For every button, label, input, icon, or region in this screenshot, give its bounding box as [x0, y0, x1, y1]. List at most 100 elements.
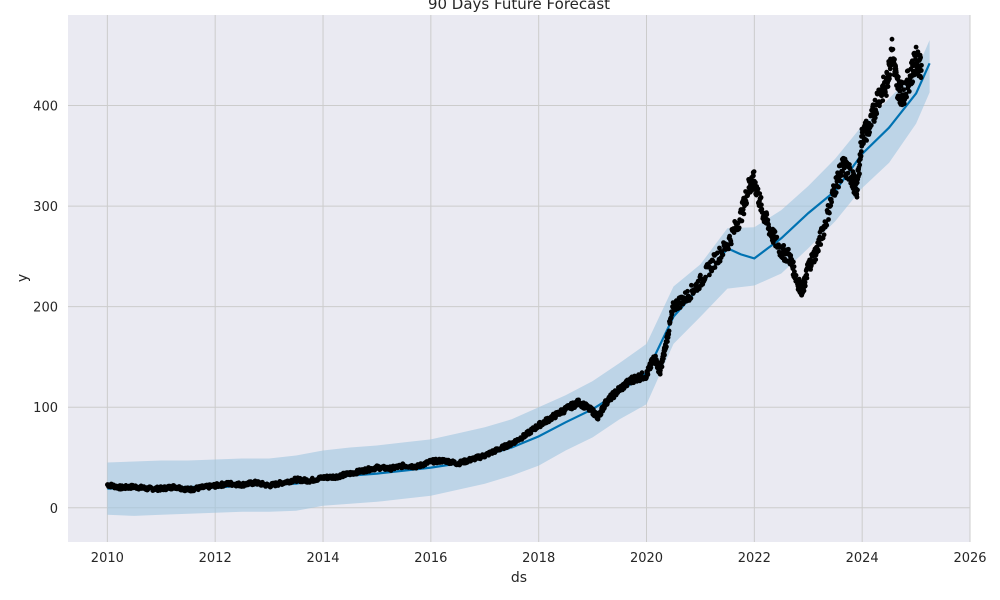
y-tick-label: 400 [33, 100, 58, 115]
observed-point [868, 123, 874, 128]
observed-point [739, 218, 745, 224]
observed-point [757, 191, 763, 197]
observed-point [720, 252, 726, 258]
observed-point [913, 44, 919, 50]
observed-point [801, 288, 807, 294]
observed-point [910, 79, 916, 85]
observed-point [918, 68, 924, 73]
observed-point [918, 55, 923, 60]
observed-point [791, 259, 796, 265]
observed-point [755, 186, 761, 192]
observed-point [751, 173, 756, 179]
observed-point [759, 202, 764, 208]
observed-point [659, 364, 665, 370]
observed-point [664, 344, 669, 350]
y-axis-label: y [15, 274, 31, 282]
observed-point [858, 149, 864, 154]
observed-point [918, 75, 924, 81]
observed-point [648, 365, 654, 370]
observed-point [919, 62, 924, 68]
y-tick-label: 100 [33, 401, 58, 416]
chart-title: 90 Days Future Forecast [428, 0, 610, 13]
observed-point [838, 173, 844, 178]
observed-point [884, 93, 889, 98]
observed-point [741, 211, 747, 217]
observed-point [855, 187, 860, 193]
observed-point [845, 170, 851, 176]
observed-point [864, 138, 869, 143]
observed-point [816, 248, 821, 254]
observed-point [703, 274, 708, 280]
observed-point [824, 222, 830, 228]
observed-point [712, 265, 718, 270]
x-axis-label: ds [511, 570, 527, 586]
observed-point [765, 217, 771, 223]
y-tick-label: 200 [33, 301, 58, 316]
observed-point [802, 283, 808, 289]
observed-point [827, 210, 832, 216]
observed-point [688, 295, 694, 301]
observed-point [847, 166, 853, 172]
observed-point [726, 246, 731, 252]
observed-point [728, 241, 734, 247]
observed-point [836, 184, 841, 190]
observed-point [788, 253, 794, 258]
observed-point [576, 397, 581, 403]
observed-point [677, 305, 683, 310]
x-tick-label: 2016 [414, 551, 447, 566]
observed-point [657, 371, 663, 377]
observed-point [685, 288, 690, 294]
observed-point [898, 83, 904, 89]
observed-point [813, 257, 819, 262]
observed-point [901, 87, 906, 93]
observed-point [764, 212, 770, 217]
observed-point [833, 190, 839, 196]
observed-point [802, 279, 808, 285]
observed-point [665, 339, 670, 344]
observed-point [887, 72, 893, 78]
y-axis-ticks: 0 100 200 300 400 [33, 100, 58, 517]
x-tick-label: 2018 [522, 551, 555, 566]
observed-point [786, 246, 791, 252]
observed-point [751, 169, 757, 175]
observed-point [826, 217, 831, 222]
observed-point [858, 153, 864, 159]
observed-point [872, 97, 878, 103]
observed-point [867, 129, 872, 135]
observed-point [857, 171, 862, 177]
uncertainty-band [107, 40, 930, 516]
observed-point [698, 272, 703, 278]
observed-point [804, 275, 810, 281]
x-tick-label: 2020 [630, 551, 663, 566]
observed-point [793, 273, 799, 278]
observed-point [740, 207, 746, 212]
observed-point [887, 66, 893, 72]
uncertainty-band-layer [107, 40, 930, 516]
observed-point [528, 430, 534, 436]
observed-point [871, 119, 877, 124]
observed-point [895, 74, 901, 80]
observed-point [774, 234, 780, 240]
observed-point [885, 84, 891, 89]
observed-point [781, 243, 787, 248]
observed-point [639, 370, 645, 376]
observed-point [828, 203, 834, 209]
observed-point [906, 89, 912, 94]
observed-point [861, 141, 866, 146]
observed-point [753, 180, 758, 185]
observed-point [901, 101, 907, 107]
observed-point [710, 258, 716, 264]
observed-point [666, 328, 672, 334]
x-tick-label: 2022 [738, 551, 771, 566]
observed-point [874, 111, 880, 117]
observed-point [689, 282, 694, 288]
observed-point [772, 229, 778, 235]
observed-point [838, 178, 844, 184]
observed-point [852, 173, 858, 179]
observed-point [645, 372, 651, 377]
observed-point [717, 245, 722, 251]
observed-point [829, 199, 834, 205]
observed-point [854, 194, 860, 200]
observed-point [707, 272, 712, 278]
y-tick-label: 300 [33, 200, 58, 215]
